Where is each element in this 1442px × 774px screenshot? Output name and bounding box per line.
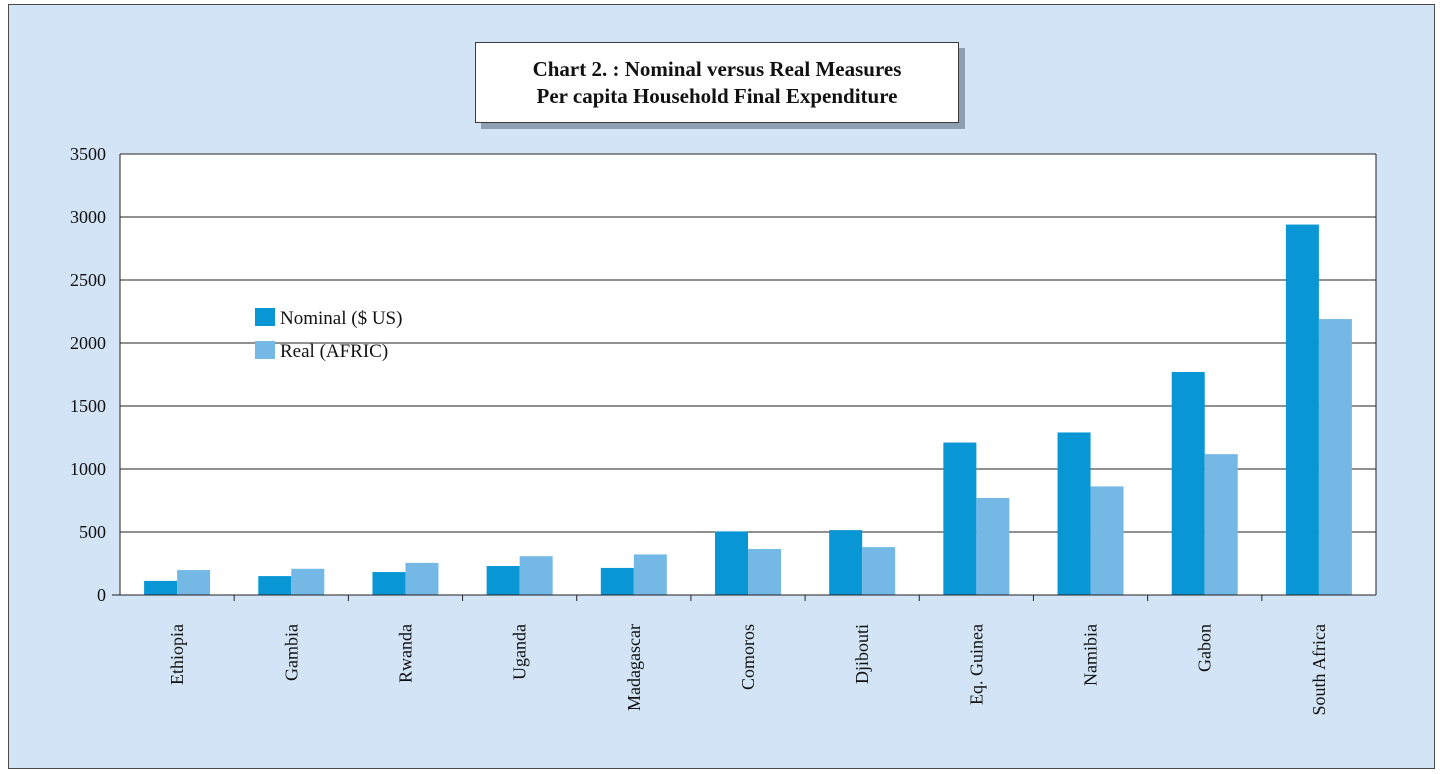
y-tick-label: 1000 — [70, 459, 106, 479]
bar-nominal — [1285, 224, 1319, 595]
bar-nominal — [144, 580, 178, 595]
legend: Nominal ($ US) Real (AFRIC) — [255, 308, 402, 362]
bar-nominal — [372, 572, 406, 595]
axis-labels: 0 500 1000 1500 2000 2500 3000 3500 Ethiopia Gamb… — [70, 144, 1329, 716]
x-tick-label: Eq. Guinea — [966, 624, 986, 705]
bars — [144, 224, 1352, 595]
x-tick-label: Rwanda — [395, 624, 415, 683]
axes — [112, 154, 1377, 601]
x-tick-label: Ethiopia — [167, 624, 187, 685]
legend-swatch — [255, 341, 275, 359]
bar-nominal — [943, 442, 977, 595]
x-tick-label: Comoros — [738, 624, 758, 690]
bar-nominal — [715, 531, 748, 595]
bar-real — [976, 497, 1010, 595]
bar-nominal — [1057, 432, 1091, 595]
y-tick-label: 500 — [79, 522, 106, 542]
y-tick-label: 0 — [97, 585, 106, 605]
legend-swatch — [255, 308, 275, 326]
x-tick-label: Djibouti — [852, 624, 872, 684]
y-tick-label: 3000 — [70, 207, 106, 227]
legend-label: Nominal ($ US) — [280, 308, 402, 329]
y-tick-label: 2000 — [70, 333, 106, 353]
plot-area — [120, 154, 1376, 595]
chart-title: Chart 2. : Nominal versus Real Measures … — [475, 42, 959, 123]
y-tick-label: 1500 — [70, 396, 106, 416]
bar-real — [1318, 319, 1352, 595]
chart-title-line-2: Per capita Household Final Expenditure — [536, 83, 898, 108]
legend-label: Real (AFRIC) — [280, 341, 388, 362]
gridlines — [120, 153, 1376, 595]
x-tick-label: Gabon — [1195, 624, 1215, 672]
x-tick-label: Uganda — [510, 624, 530, 680]
bar-real — [633, 554, 667, 595]
chart-title-line-1: Chart 2. : Nominal versus Real Measures — [532, 56, 902, 81]
bar-real — [1204, 454, 1238, 595]
bar-nominal — [600, 567, 634, 595]
bar-nominal — [829, 530, 863, 595]
bar-real — [1090, 486, 1124, 595]
y-tick-label: 2500 — [70, 270, 106, 290]
bar-real — [519, 556, 553, 595]
x-tick-label: Namibia — [1081, 624, 1101, 686]
bar-real — [748, 549, 781, 595]
bar-nominal — [258, 576, 292, 595]
bar-real — [862, 547, 896, 595]
bar-nominal — [486, 566, 520, 595]
x-tick-label: South Africa — [1309, 624, 1329, 716]
bar-real — [177, 570, 211, 595]
bar-nominal — [1171, 371, 1205, 595]
bar-real — [405, 562, 439, 595]
x-tick-label: Madagascar — [624, 624, 644, 711]
y-tick-label: 3500 — [70, 144, 106, 164]
bar-real — [291, 568, 325, 595]
x-tick-label: Gambia — [281, 624, 301, 681]
